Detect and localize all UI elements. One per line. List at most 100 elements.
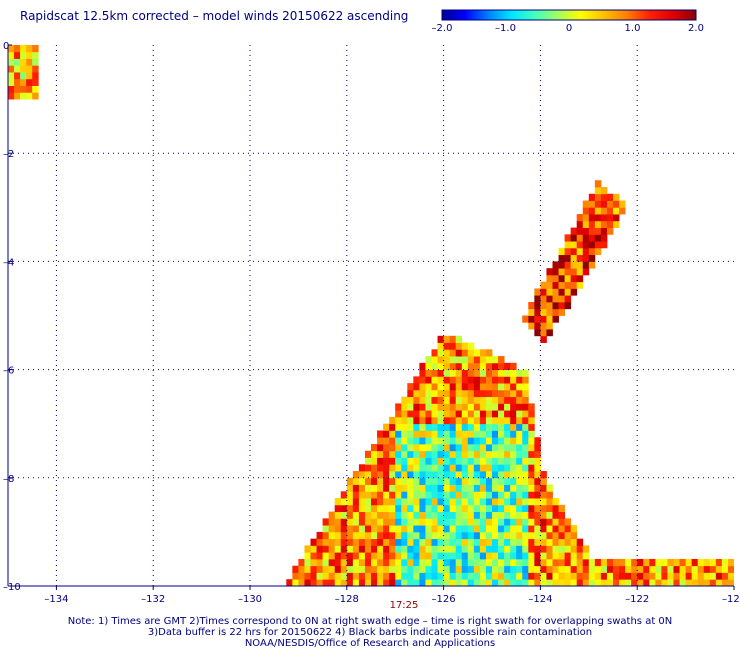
heatmap-cell: [401, 538, 408, 546]
heatmap-cell: [715, 558, 723, 567]
heatmap-cell: [437, 335, 444, 343]
heatmap-cell: [292, 579, 299, 586]
heatmap-cell: [492, 369, 499, 377]
heatmap-cell: [655, 579, 662, 586]
heatmap-cell: [479, 484, 487, 492]
heatmap-cell: [552, 518, 559, 526]
heatmap-cell: [461, 511, 469, 519]
heatmap-cell: [467, 518, 475, 526]
heatmap-cell: [32, 58, 39, 66]
heatmap-cell: [407, 403, 414, 411]
heatmap-cell: [395, 552, 402, 560]
heatmap-cell: [461, 342, 469, 350]
heatmap-cell: [485, 538, 493, 546]
heatmap-cell: [352, 491, 360, 499]
heatmap-cell: [673, 572, 680, 580]
heatmap-cell: [340, 504, 348, 513]
heatmap-cell: [528, 538, 535, 546]
heatmap-cell: [516, 518, 523, 526]
heatmap-cell: [510, 383, 517, 391]
heatmap-cell: [310, 579, 317, 586]
heatmap-cell: [401, 558, 408, 567]
heatmap-cell: [492, 558, 499, 567]
heatmap-cell: [383, 565, 390, 573]
heatmap-cell: [625, 558, 632, 567]
heatmap-cell: [461, 430, 469, 438]
heatmap-cell: [534, 308, 541, 316]
heatmap-cell: [377, 579, 384, 586]
heatmap-cell: [558, 565, 565, 573]
heatmap-cell: [467, 511, 475, 519]
heatmap-cell: [467, 389, 475, 398]
heatmap-cell: [570, 538, 578, 546]
heatmap-cell: [552, 511, 559, 519]
heatmap-cell: [455, 342, 463, 350]
heatmap-cell: [425, 498, 432, 506]
heatmap-cell: [443, 430, 451, 438]
heatmap-cell: [600, 193, 608, 201]
heatmap-cell: [546, 308, 553, 316]
heatmap-cell: [340, 531, 348, 540]
heatmap-cell: [492, 443, 499, 452]
heatmap-cell: [419, 552, 426, 560]
heatmap-cell: [467, 396, 475, 404]
heatmap-cell: [431, 518, 438, 526]
heatmap-cell: [516, 565, 523, 573]
note-line-2: 3)Data buffer is 22 hrs for 20150622 4) …: [147, 627, 593, 638]
heatmap-cell: [498, 545, 505, 553]
heatmap-cell: [588, 220, 596, 228]
heatmap-cell: [455, 423, 463, 431]
heatmap-cell: [364, 464, 372, 472]
heatmap-cell: [485, 430, 493, 438]
heatmap-cell: [437, 572, 444, 580]
heatmap-cell: [558, 268, 565, 276]
heatmap-cell: [522, 511, 529, 519]
heatmap-cell: [14, 45, 21, 53]
heatmap-cell: [473, 362, 481, 370]
heatmap-cell: [328, 572, 336, 580]
heatmap-cell: [485, 376, 493, 384]
heatmap-cell: [292, 572, 299, 580]
heatmap-cell: [310, 545, 317, 553]
heatmap-cell: [540, 498, 547, 506]
heatmap-cell: [685, 558, 693, 567]
heatmap-cell: [570, 261, 578, 269]
heatmap-cell: [443, 518, 451, 526]
heatmap-cell: [461, 403, 469, 411]
heatmap-cell: [540, 322, 547, 330]
heatmap-cell: [715, 565, 723, 573]
heatmap-cell: [334, 511, 342, 519]
heatmap-cell: [564, 295, 572, 303]
time-label: 17:25: [390, 600, 419, 611]
heatmap-cell: [552, 525, 559, 533]
heatmap-cell: [558, 572, 565, 580]
heatmap-cell: [619, 579, 626, 586]
heatmap-cell: [479, 403, 487, 411]
heatmap-cell: [419, 389, 426, 398]
heatmap-cell: [425, 450, 432, 458]
heatmap-cell: [510, 531, 517, 540]
heatmap-cell: [528, 525, 535, 533]
heatmap-cell: [407, 383, 414, 391]
heatmap-cell: [576, 579, 584, 586]
heatmap-cell: [467, 531, 475, 540]
heatmap-cell: [371, 572, 378, 580]
heatmap-cell: [498, 579, 505, 586]
heatmap-cell: [358, 471, 366, 479]
heatmap-cell: [498, 443, 505, 452]
heatmap-cell: [8, 85, 15, 93]
heatmap-cell: [455, 558, 463, 567]
heatmap-cell: [377, 443, 384, 452]
heatmap-cell: [358, 518, 366, 526]
heatmap-cell: [498, 430, 505, 438]
heatmap-cell: [425, 430, 432, 438]
heatmap-cell: [377, 538, 384, 546]
heatmap-cell: [425, 565, 432, 573]
heatmap-cell: [461, 552, 469, 560]
heatmap-cell: [667, 558, 674, 567]
heatmap-cell: [371, 498, 378, 506]
heatmap-cell: [443, 579, 451, 586]
heatmap-cell: [691, 572, 699, 580]
heatmap-cell: [419, 531, 426, 540]
heatmap-cell: [516, 579, 523, 586]
